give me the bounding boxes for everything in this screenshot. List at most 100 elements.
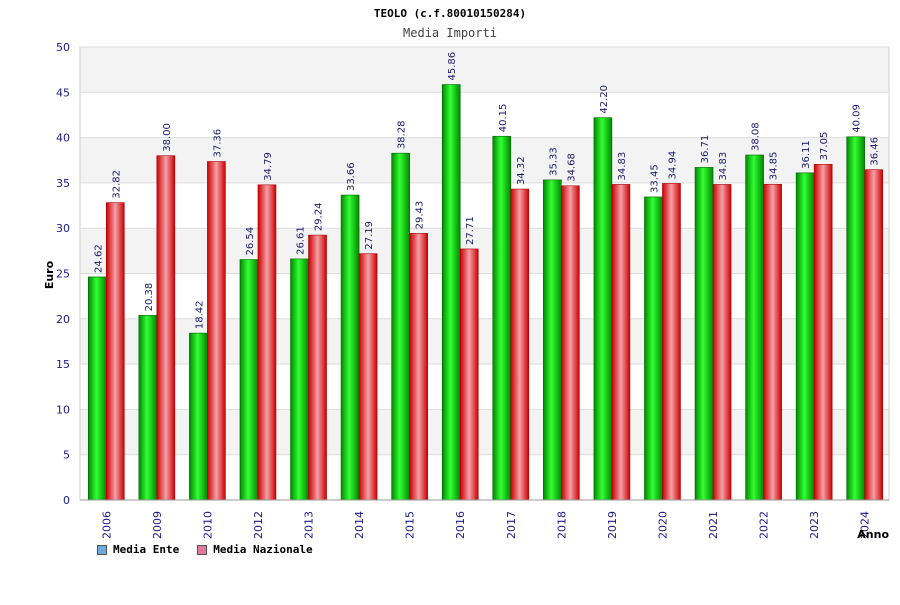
bar-media-ente: [846, 136, 866, 501]
bar-media-nazionale: [257, 184, 277, 501]
legend-swatch-media-nazionale: [197, 544, 208, 555]
y-tick-label: 30: [56, 222, 70, 235]
y-tick-label: 50: [56, 41, 70, 54]
data-label: 34.94: [667, 151, 678, 180]
bar-media-nazionale: [459, 248, 479, 501]
data-label: 40.09: [852, 104, 863, 133]
data-label: 24.62: [93, 244, 104, 273]
bar-media-ente: [391, 152, 410, 501]
data-label: 35.33: [548, 147, 559, 176]
y-axis-label: Euro: [43, 260, 56, 289]
y-tick-label: 15: [56, 358, 70, 371]
data-label: 20.38: [144, 283, 155, 312]
data-label: 26.54: [245, 227, 256, 256]
bar-media-nazionale: [156, 155, 176, 501]
bar-media-ente: [138, 315, 158, 501]
x-axis-label: Anno: [857, 528, 889, 541]
x-tick-label: 2020: [656, 511, 669, 539]
bar-media-nazionale: [105, 202, 125, 501]
y-tick-label: 45: [56, 86, 70, 99]
bar-media-nazionale: [510, 188, 530, 501]
legend-swatch-media-ente: [97, 544, 107, 555]
x-tick-label: 2022: [758, 511, 771, 539]
data-label: 34.85: [769, 152, 780, 181]
bar-media-ente: [593, 117, 613, 501]
data-label: 37.36: [212, 129, 223, 158]
bar-media-ente: [644, 196, 663, 501]
legend-item-media-nazionale: Media Nazionale: [197, 543, 313, 556]
bar-media-ente: [87, 276, 107, 501]
data-label: 38.00: [162, 123, 173, 152]
bar-media-ente: [340, 194, 360, 501]
data-label: 34.32: [516, 156, 527, 185]
data-label: 42.20: [599, 85, 610, 114]
data-label: 45.86: [447, 52, 458, 81]
bar-media-nazionale: [611, 184, 631, 501]
x-tick-label: 2009: [151, 511, 164, 539]
x-tick-label: 2021: [707, 511, 720, 539]
legend-item-media-ente: Media Ente: [97, 543, 179, 556]
y-tick-label: 10: [56, 403, 70, 416]
y-axis: 0 5 10 15 20 25 30 35 40 45 50: [56, 41, 70, 507]
data-label: 33.66: [346, 162, 357, 191]
data-label: 36.46: [870, 137, 881, 166]
data-label: 40.15: [498, 104, 509, 133]
bar-media-ente: [239, 259, 259, 501]
data-label: 33.45: [649, 164, 660, 193]
data-label: 34.83: [718, 152, 729, 181]
bar-media-nazionale: [662, 183, 681, 501]
data-label: 36.71: [700, 135, 711, 164]
data-label: 32.82: [111, 170, 122, 199]
bar-media-ente: [189, 332, 208, 501]
data-label: 38.08: [751, 122, 762, 151]
data-label: 34.79: [263, 152, 274, 181]
data-label: 27.19: [364, 221, 375, 250]
bar-media-ente: [694, 167, 714, 501]
bar-media-ente: [492, 135, 512, 501]
y-tick-label: 25: [56, 268, 70, 281]
bar-media-nazionale: [207, 161, 226, 501]
bar-media-nazionale: [763, 183, 782, 501]
x-tick-label: 2018: [555, 511, 568, 539]
data-label: 26.61: [296, 226, 307, 255]
data-label: 29.43: [415, 201, 426, 230]
bar-media-ente: [290, 258, 309, 501]
legend-label-media-ente: Media Ente: [113, 543, 180, 556]
x-axis: 2006 2009 2010 2012 2013 2014 2015 2016 2017 2018…: [80, 499, 889, 539]
x-tick-label: 2019: [606, 511, 619, 539]
bar-media-nazionale: [308, 234, 327, 501]
x-tick-label: 2017: [505, 511, 518, 539]
plot-band: [80, 47, 889, 93]
chart-subtitle: Media Importi: [403, 26, 497, 40]
x-tick-label: 2016: [454, 511, 467, 539]
y-tick-label: 20: [56, 313, 70, 326]
plot-band: [80, 92, 889, 138]
y-tick-label: 0: [63, 494, 70, 507]
bar-media-ente: [795, 172, 815, 501]
data-label: 18.42: [194, 300, 205, 329]
bar-media-nazionale: [561, 185, 580, 501]
bar-media-nazionale: [358, 253, 378, 501]
bar-media-nazionale: [712, 184, 732, 501]
data-label: 27.71: [465, 216, 476, 245]
data-label: 34.68: [566, 153, 577, 182]
data-labels: 24.62 32.82 20.38 38.00 18.42 37.36 26.54 34.79…: [93, 52, 880, 329]
y-tick-label: 5: [63, 449, 70, 462]
data-label: 38.28: [397, 121, 408, 150]
x-tick-label: 2015: [404, 511, 417, 539]
data-label: 34.83: [617, 152, 628, 181]
bar-media-nazionale: [864, 169, 884, 501]
x-tick-label: 2006: [100, 511, 113, 539]
y-tick-label: 40: [56, 132, 70, 145]
bar-media-ente: [745, 154, 764, 501]
bar-media-nazionale: [409, 233, 428, 501]
x-tick-label: 2023: [808, 511, 821, 539]
bar-media-nazionale: [813, 164, 833, 501]
bar-media-ente: [543, 179, 562, 501]
bar-media-ente: [441, 84, 461, 501]
chart-title: TEOLO (c.f.80010150284): [374, 7, 526, 20]
x-tick-label: 2014: [353, 511, 366, 539]
data-label: 37.05: [819, 132, 830, 161]
